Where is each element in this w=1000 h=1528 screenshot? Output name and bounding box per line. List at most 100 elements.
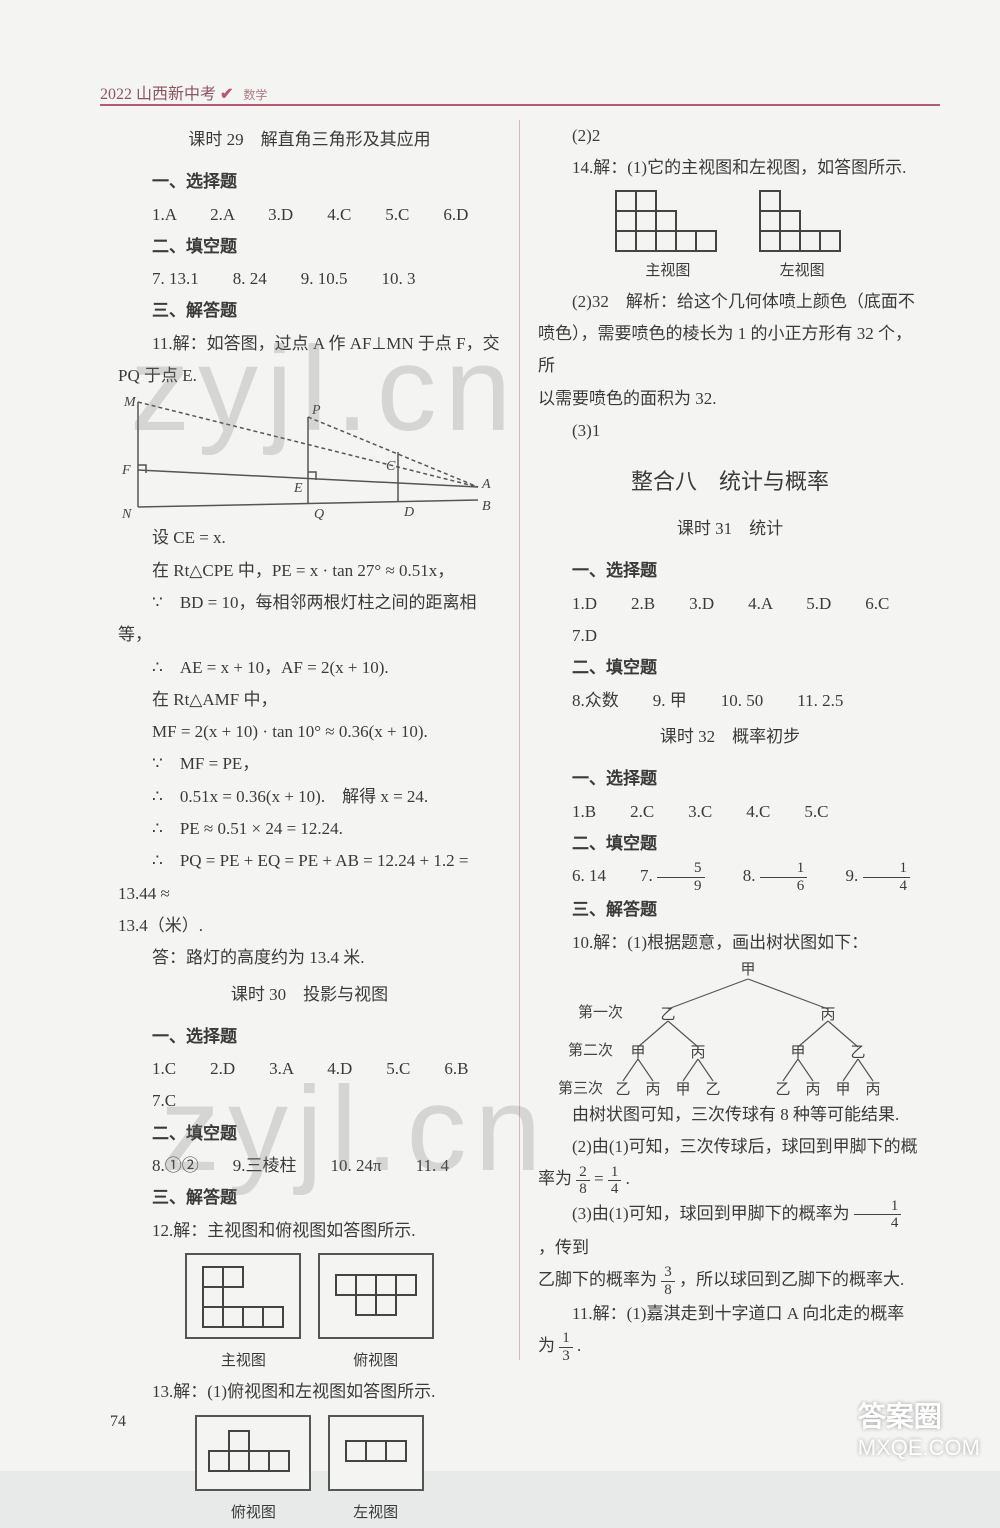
solution-text: (2)32 解析：给这个几何体喷上颜色（底面不 bbox=[538, 286, 922, 318]
tree-diagram: 甲 第一次 乙 丙 第二次 甲 丙 甲 乙 第三次 乙 丙 甲 乙 乙 丙 甲 bbox=[538, 959, 918, 1099]
content-columns: 课时 29 解直角三角形及其应用 一、选择题 1.A 2.A 3.D 4.C 5… bbox=[100, 120, 940, 1360]
answer-line: 1.A 2.A 3.D 4.C 5.C 6.D bbox=[118, 199, 501, 231]
fraction: 14 bbox=[854, 1198, 902, 1232]
page-number: 74 bbox=[110, 1413, 126, 1431]
fraction: 38 bbox=[661, 1264, 675, 1298]
solution-text: ∴ PE ≈ 0.51 × 24 = 12.24. bbox=[118, 813, 501, 845]
answer-line: 7. 13.1 8. 24 9. 10.5 10. 3 bbox=[118, 263, 501, 295]
tree-node: 丙 bbox=[865, 1082, 880, 1098]
text: (3)由(1)可知，球回到甲脚下的概率为 bbox=[572, 1204, 850, 1223]
view-figure bbox=[752, 185, 852, 255]
answer-line: 8.众数 9. 甲 10. 50 11. 2.5 bbox=[538, 685, 922, 717]
solution-text: 乙脚下的概率为 38 ，所以球回到乙脚下的概率大. bbox=[538, 1264, 922, 1298]
unit8-title: 整合八 统计与概率 bbox=[538, 461, 922, 503]
section-heading: 二、填空题 bbox=[118, 1118, 501, 1150]
geom-label: D bbox=[403, 505, 414, 520]
fraction: 14 bbox=[608, 1164, 622, 1198]
solution-text: ∴ AE = x + 10，AF = 2(x + 10). bbox=[118, 652, 501, 684]
solution-text: 10.解：(1)根据题意，画出树状图如下： bbox=[538, 927, 922, 959]
tree-row-label: 第一次 bbox=[578, 1003, 623, 1021]
figure-label: 主视图 bbox=[608, 257, 728, 286]
section-heading: 一、选择题 bbox=[118, 1021, 501, 1053]
geom-label: A bbox=[481, 477, 491, 492]
tree-node: 甲 bbox=[790, 1045, 805, 1061]
text: 8. bbox=[709, 866, 756, 885]
answer-line: 1.B 2.C 3.C 4.C 5.C bbox=[538, 796, 922, 828]
figure-row: 主视图 俯视图 bbox=[118, 1247, 501, 1376]
solution-text: (3)由(1)可知，球回到甲脚下的概率为 14 ，传到 bbox=[538, 1198, 922, 1264]
tree-node: 甲 bbox=[675, 1082, 690, 1098]
text: 乙脚下的概率为 bbox=[538, 1270, 657, 1289]
section-heading: 二、填空题 bbox=[538, 828, 922, 860]
fraction: 28 bbox=[576, 1164, 590, 1198]
fraction: 16 bbox=[760, 860, 808, 894]
solution-text: 由树状图可知，三次传球有 8 种等可能结果. bbox=[538, 1099, 922, 1131]
solution-text: 答：路灯的高度约为 13.4 米. bbox=[118, 942, 501, 974]
watermark-corner: 答案圈 MXQE.COM bbox=[858, 1395, 980, 1461]
tree-node: 乙 bbox=[850, 1045, 865, 1061]
geometry-figure: M F N P E Q C D A B bbox=[118, 392, 498, 522]
tree-node: 乙 bbox=[705, 1082, 720, 1098]
tree-node: 丙 bbox=[645, 1082, 660, 1098]
solution-text: PQ 于点 E. bbox=[118, 360, 501, 392]
geom-label: Q bbox=[314, 507, 324, 522]
fraction: 14 bbox=[863, 860, 911, 894]
section-heading: 一、选择题 bbox=[538, 555, 922, 587]
solution-text: ∴ PQ = PE + EQ = PE + AB = 12.24 + 1.2 =… bbox=[118, 845, 501, 910]
watermark-line1: 答案圈 bbox=[858, 1395, 980, 1435]
answer-line: 7.C bbox=[118, 1085, 501, 1117]
text: 率为 bbox=[538, 1169, 572, 1188]
header-brand: 2022 山西新中考 bbox=[100, 86, 216, 103]
tree-node: 甲 bbox=[835, 1082, 850, 1098]
geom-label: B bbox=[482, 499, 491, 514]
answer-line: 1.C 2.D 3.A 4.D 5.C 6.B bbox=[118, 1053, 501, 1085]
section-heading: 三、解答题 bbox=[538, 894, 922, 926]
text: = bbox=[594, 1169, 608, 1188]
text: . bbox=[577, 1336, 581, 1355]
view-figure bbox=[318, 1253, 434, 1339]
solution-text: MF = 2(x + 10) · tan 10° ≈ 0.36(x + 10). bbox=[118, 716, 501, 748]
section-heading: 二、填空题 bbox=[118, 231, 501, 263]
solution-text: 率为 28 = 14 . bbox=[538, 1163, 922, 1197]
figure-row: 主视图 左视图 bbox=[538, 185, 922, 286]
tree-node: 乙 bbox=[615, 1082, 630, 1098]
header-divider bbox=[100, 104, 940, 106]
section-heading: 一、选择题 bbox=[538, 763, 922, 795]
solution-text: ∵ MF = PE， bbox=[118, 748, 501, 780]
figure-label: 主视图 bbox=[179, 1347, 307, 1376]
figure-label: 俯视图 bbox=[312, 1347, 440, 1376]
tree-node: 乙 bbox=[775, 1082, 790, 1098]
solution-text: 13.解：(1)俯视图和左视图如答图所示. bbox=[118, 1376, 501, 1408]
solution-text: 11.解：(1)嘉淇走到十字道口 A 向北走的概率 bbox=[538, 1298, 922, 1330]
text: 9. bbox=[812, 866, 859, 885]
view-figure bbox=[328, 1415, 424, 1491]
view-figure bbox=[185, 1253, 301, 1339]
solution-text: 在 Rt△AMF 中， bbox=[118, 684, 501, 716]
figure-label: 俯视图 bbox=[189, 1499, 317, 1528]
solution-text: (2)2 bbox=[538, 120, 922, 152]
view-figure bbox=[608, 185, 728, 255]
geom-label: C bbox=[386, 459, 396, 474]
section-heading: 二、填空题 bbox=[538, 652, 922, 684]
solution-text: 以需要喷色的面积为 32. bbox=[538, 383, 922, 415]
lesson32-title: 课时 32 概率初步 bbox=[538, 721, 922, 753]
text: ，传到 bbox=[538, 1238, 589, 1257]
answer-line: 7.D bbox=[538, 620, 922, 652]
figure-row: 俯视图 左视图 bbox=[118, 1409, 501, 1528]
solution-text: 喷色），需要喷色的棱长为 1 的小正方形有 32 个，所 bbox=[538, 318, 922, 383]
figure-label: 左视图 bbox=[322, 1499, 430, 1528]
tree-row-label: 第二次 bbox=[568, 1041, 613, 1059]
solution-text: 14.解：(1)它的主视图和左视图，如答图所示. bbox=[538, 152, 922, 184]
fraction: 59 bbox=[657, 860, 705, 894]
solution-text: 12.解：主视图和俯视图如答图所示. bbox=[118, 1215, 501, 1247]
lesson29-title: 课时 29 解直角三角形及其应用 bbox=[118, 124, 501, 156]
solution-text: 为 13 . bbox=[538, 1330, 922, 1364]
fraction: 13 bbox=[559, 1330, 573, 1364]
page: 2022 山西新中考 ✔ 数学 课时 29 解直角三角形及其应用 一、选择题 1… bbox=[0, 0, 1000, 1471]
watermark-line2: MXQE.COM bbox=[858, 1435, 980, 1461]
solution-text: 在 Rt△CPE 中，PE = x · tan 27° ≈ 0.51x， bbox=[118, 555, 501, 587]
tree-node: 丙 bbox=[690, 1045, 705, 1061]
answer-line: 8.①② 9.三棱柱 10. 24π 11. 4 bbox=[118, 1150, 501, 1182]
geom-label: F bbox=[121, 463, 131, 478]
text: 为 bbox=[538, 1336, 555, 1355]
